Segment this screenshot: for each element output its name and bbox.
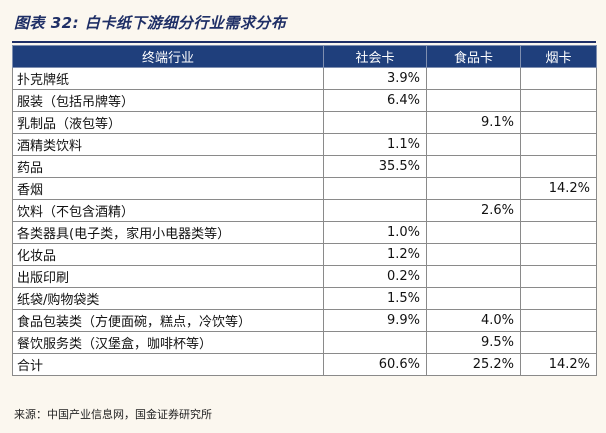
food-card-cell — [426, 155, 521, 178]
table-row: 餐饮服务类（汉堡盒，咖啡杯等） 9.5% — [12, 331, 597, 354]
total-food-card-cell: 25.2% — [426, 353, 521, 376]
social-card-cell: 1.0% — [323, 221, 427, 244]
cigarette-card-cell — [520, 133, 597, 156]
social-card-cell: 1.5% — [323, 287, 427, 310]
social-card-cell: 9.9% — [323, 309, 427, 332]
table-row: 化妆品 1.2% — [12, 243, 597, 266]
table-row: 出版印刷 0.2% — [12, 265, 597, 288]
industry-cell: 药品 — [12, 155, 324, 178]
industry-cell: 服装（包括吊牌等） — [12, 89, 324, 112]
source-note: 来源：中国产业信息网，国金证券研究所 — [14, 408, 212, 421]
cigarette-card-cell — [520, 331, 597, 354]
industry-cell: 香烟 — [12, 177, 324, 200]
cigarette-card-cell — [520, 243, 597, 266]
food-card-cell — [426, 221, 521, 244]
industry-cell: 各类器具(电子类，家用小电器类等） — [12, 221, 324, 244]
social-card-cell: 0.2% — [323, 265, 427, 288]
cigarette-card-cell — [520, 287, 597, 310]
social-card-cell — [323, 111, 427, 134]
table-row: 纸袋/购物袋类 1.5% — [12, 287, 597, 310]
food-card-cell — [426, 133, 521, 156]
table-row: 酒精类饮料 1.1% — [12, 133, 597, 156]
food-card-cell — [426, 89, 521, 112]
table-header-row: 终端行业 社会卡 食品卡 烟卡 — [12, 45, 597, 68]
header-food-card: 食品卡 — [426, 45, 521, 68]
social-card-cell: 1.1% — [323, 133, 427, 156]
industry-cell: 酒精类饮料 — [12, 133, 324, 156]
food-card-cell — [426, 177, 521, 200]
table-row: 药品 35.5% — [12, 155, 597, 178]
total-label-cell: 合计 — [12, 353, 324, 376]
social-card-cell: 6.4% — [323, 89, 427, 112]
social-card-cell: 3.9% — [323, 67, 427, 90]
cigarette-card-cell — [520, 89, 597, 112]
industry-cell: 餐饮服务类（汉堡盒，咖啡杯等） — [12, 331, 324, 354]
table-row: 各类器具(电子类，家用小电器类等） 1.0% — [12, 221, 597, 244]
social-card-cell: 1.2% — [323, 243, 427, 266]
industry-cell: 纸袋/购物袋类 — [12, 287, 324, 310]
figure-title: 图表 32: 白卡纸下游细分行业需求分布 — [14, 14, 287, 32]
industry-cell: 扑克牌纸 — [12, 67, 324, 90]
industry-cell: 乳制品（液包等） — [12, 111, 324, 134]
food-card-cell — [426, 67, 521, 90]
social-card-cell — [323, 331, 427, 354]
cigarette-card-cell — [520, 309, 597, 332]
food-card-cell: 2.6% — [426, 199, 521, 222]
table-row: 扑克牌纸 3.9% — [12, 67, 597, 90]
industry-cell: 饮料（不包含酒精） — [12, 199, 324, 222]
cigarette-card-cell — [520, 67, 597, 90]
food-card-cell — [426, 243, 521, 266]
food-card-cell: 9.5% — [426, 331, 521, 354]
title-underline — [12, 41, 596, 43]
food-card-cell — [426, 287, 521, 310]
demand-distribution-table: 终端行业 社会卡 食品卡 烟卡 扑克牌纸 3.9% 服装（包括吊牌等） 6.4%… — [12, 45, 597, 376]
cigarette-card-cell: 14.2% — [520, 177, 597, 200]
cigarette-card-cell — [520, 111, 597, 134]
food-card-cell: 9.1% — [426, 111, 521, 134]
table-row: 服装（包括吊牌等） 6.4% — [12, 89, 597, 112]
total-cigarette-card-cell: 14.2% — [520, 353, 597, 376]
food-card-cell: 4.0% — [426, 309, 521, 332]
header-industry: 终端行业 — [12, 45, 324, 68]
total-social-card-cell: 60.6% — [323, 353, 427, 376]
table-row: 香烟 14.2% — [12, 177, 597, 200]
table-row: 乳制品（液包等） 9.1% — [12, 111, 597, 134]
social-card-cell — [323, 199, 427, 222]
total-row: 合计 60.6% 25.2% 14.2% — [12, 353, 597, 376]
food-card-cell — [426, 265, 521, 288]
industry-cell: 化妆品 — [12, 243, 324, 266]
cigarette-card-cell — [520, 221, 597, 244]
header-social-card: 社会卡 — [323, 45, 427, 68]
industry-cell: 食品包装类（方便面碗，糕点，冷饮等） — [12, 309, 324, 332]
social-card-cell — [323, 177, 427, 200]
table-row: 饮料（不包含酒精） 2.6% — [12, 199, 597, 222]
cigarette-card-cell — [520, 155, 597, 178]
header-cigarette-card: 烟卡 — [520, 45, 597, 68]
table-row: 食品包装类（方便面碗，糕点，冷饮等） 9.9% 4.0% — [12, 309, 597, 332]
industry-cell: 出版印刷 — [12, 265, 324, 288]
social-card-cell: 35.5% — [323, 155, 427, 178]
cigarette-card-cell — [520, 199, 597, 222]
cigarette-card-cell — [520, 265, 597, 288]
